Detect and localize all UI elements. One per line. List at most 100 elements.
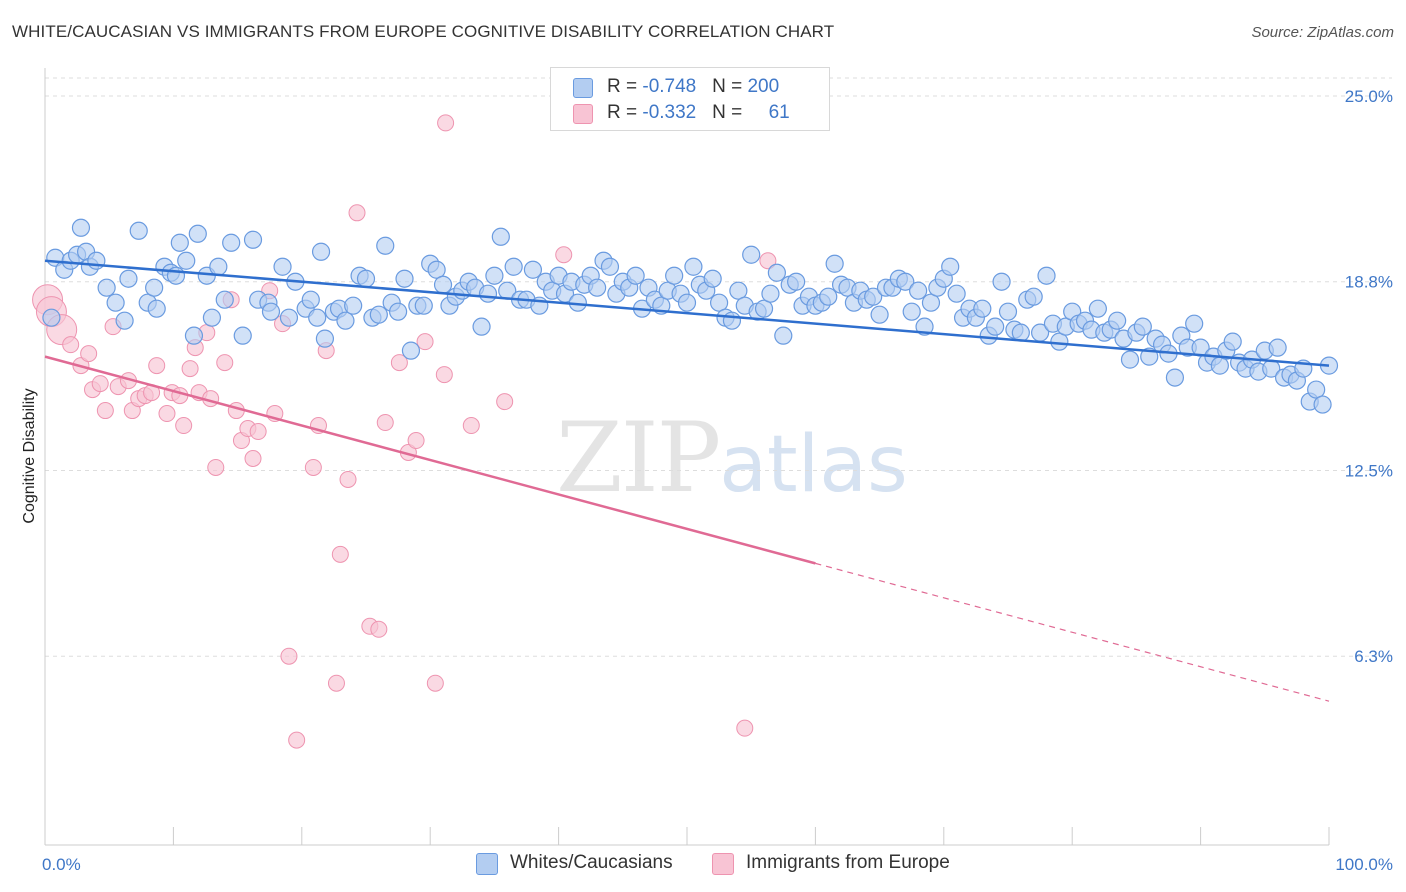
grid-lines	[45, 77, 1392, 657]
whites-point	[202, 308, 222, 327]
immigrants-point	[304, 458, 322, 476]
immigrants-point	[249, 423, 267, 441]
whites-point	[145, 278, 164, 297]
bottom-swatch-blue	[476, 853, 498, 875]
whites-point	[819, 287, 838, 306]
whites-point	[1037, 266, 1056, 285]
whites-point	[1120, 350, 1140, 369]
whites-point	[273, 257, 292, 276]
whites-point	[115, 311, 134, 330]
whites-point	[261, 302, 281, 321]
y-tick-label: 18.8%	[1345, 273, 1393, 292]
immigrants-point	[435, 366, 453, 384]
axes	[44, 68, 1330, 846]
whites-point	[215, 290, 234, 309]
immigrants-point	[407, 432, 425, 450]
immigrants-points	[32, 114, 777, 749]
whites-point	[209, 257, 228, 276]
whites-point	[1307, 380, 1326, 399]
immigrants-point	[148, 357, 166, 375]
whites-point	[184, 326, 204, 345]
legend-n-label: N =	[712, 76, 748, 97]
legend-r-label: R =	[607, 102, 643, 123]
whites-point	[472, 317, 491, 336]
y-tick-label: 12.5%	[1345, 461, 1393, 480]
whites-point	[1108, 311, 1127, 330]
whites-point	[1313, 395, 1332, 414]
whites-point	[1133, 317, 1152, 336]
whites-point	[129, 221, 148, 240]
legend-r-value: -0.332	[642, 102, 697, 123]
whites-point	[315, 329, 335, 348]
whites-point	[709, 293, 729, 312]
whites-point	[376, 236, 395, 255]
immigrants-point	[158, 405, 176, 423]
immigrants-point	[376, 414, 394, 432]
whites-point	[119, 269, 138, 288]
whites-point	[921, 293, 941, 312]
whites-point	[825, 254, 844, 273]
whites-point	[243, 230, 263, 249]
legend-n-label: N =	[712, 102, 748, 123]
immigrants-point	[759, 252, 777, 270]
immigrants-point	[736, 719, 754, 737]
whites-point	[742, 245, 761, 264]
whites-point	[336, 311, 355, 330]
whites-point	[1223, 332, 1242, 351]
whites-point	[998, 302, 1018, 321]
whites-point	[414, 296, 433, 315]
whites-point	[992, 272, 1011, 291]
whites-point	[356, 269, 376, 288]
immigrants-point	[390, 354, 408, 372]
whites-point	[626, 266, 645, 285]
bottom-legend-label: Immigrants from Europe	[746, 852, 950, 873]
whites-point	[188, 224, 207, 243]
immigrants-point	[288, 731, 306, 749]
immigrants-point	[339, 470, 357, 488]
immigrants-point	[555, 246, 573, 264]
whites-points	[42, 218, 1339, 414]
immigrants-point	[370, 620, 388, 638]
whites-point	[177, 251, 196, 270]
whites-point	[941, 257, 960, 276]
whites-point	[433, 275, 453, 294]
chart-title: WHITE/CAUCASIAN VS IMMIGRANTS FROM EUROP…	[12, 22, 835, 41]
whites-point	[774, 326, 793, 345]
bottom-legend-label: Whites/Caucasians	[510, 852, 673, 873]
whites-point	[1024, 287, 1043, 306]
immigrants-point	[96, 402, 114, 420]
whites-point	[389, 302, 408, 321]
whites-point	[915, 317, 934, 336]
immigrants-point	[426, 674, 444, 692]
immigrants-point	[327, 674, 345, 692]
whites-trend-line	[44, 259, 1330, 367]
x-tick-label: 100.0%	[1335, 855, 1393, 874]
legend-n-value: 61	[768, 102, 790, 123]
whites-point	[42, 308, 61, 327]
whites-point	[478, 284, 498, 303]
legend-n-value: 200	[747, 76, 780, 97]
whites-point	[106, 293, 125, 312]
whites-point	[369, 305, 388, 324]
whites-point	[677, 293, 697, 312]
whites-point	[703, 269, 722, 288]
correlation-legend: R = -0.748 N = 200 R = -0.332 N = 61	[550, 67, 830, 131]
whites-point	[729, 281, 748, 300]
whites-point	[902, 302, 921, 321]
immigrants-point	[244, 449, 262, 467]
immigrants-point	[91, 375, 109, 393]
legend-swatch-pink	[573, 104, 593, 124]
trend-lines	[44, 259, 1330, 702]
whites-point	[684, 257, 703, 276]
immigrants-trend-line	[44, 355, 816, 565]
whites-point	[870, 305, 889, 324]
legend-r-value: -0.748	[642, 76, 697, 97]
immigrants-point	[496, 393, 514, 411]
whites-point	[233, 326, 252, 345]
immigrants-point	[348, 204, 366, 222]
y-axis-label: Cognitive Disability	[21, 388, 38, 523]
whites-point	[947, 284, 966, 303]
whites-point	[722, 311, 742, 330]
whites-point	[170, 233, 189, 252]
